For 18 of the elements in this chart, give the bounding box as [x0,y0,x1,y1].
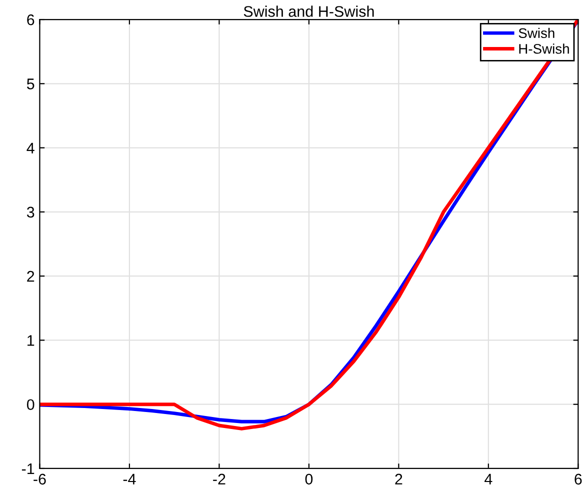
y-tick-label: 1 [28,335,34,346]
y-tick-label: -1 [22,464,34,474]
legend-label: H-Swish [519,44,569,54]
y-tick-label: 2 [27,270,34,282]
x-tick-label: 4 [484,474,492,484]
y-tick-label: 0 [26,399,34,410]
x-tick-label: -4 [123,474,136,484]
legend-label: Swish [518,28,554,38]
x-tick-label: 2 [395,474,402,484]
y-tick-label: 4 [26,142,34,154]
y-tick-label: 5 [26,78,34,90]
y-tick-label: 3 [26,206,34,218]
x-tick-label: -2 [213,474,226,484]
x-tick-label: -6 [34,474,46,485]
x-tick-label: 6 [574,474,582,485]
x-tick-label: 0 [305,474,313,485]
y-tick-label: 6 [27,14,34,26]
chart-title: Swish and H-Swish [244,6,374,17]
